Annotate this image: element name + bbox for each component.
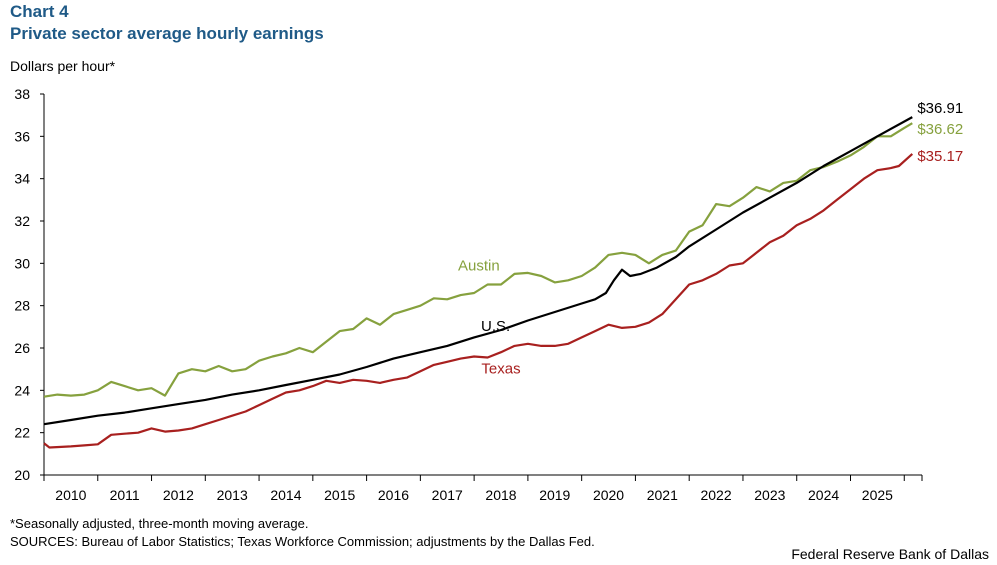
x-tick-label: 2017	[432, 487, 463, 503]
chart-title: Private sector average hourly earnings	[10, 24, 324, 43]
brand-credit: Federal Reserve Bank of Dallas	[791, 546, 989, 562]
y-tick-label: 24	[14, 382, 30, 398]
y-tick-label: 38	[14, 86, 30, 102]
x-tick-label: 2025	[862, 487, 893, 503]
y-tick-label: 34	[14, 171, 30, 187]
x-tick-label: 2023	[754, 487, 785, 503]
y-tick-label: 26	[14, 340, 30, 356]
x-tick-label: 2014	[270, 487, 301, 503]
sources-note: SOURCES: Bureau of Labor Statistics; Tex…	[10, 534, 595, 549]
x-tick-label: 2010	[55, 487, 86, 503]
x-tick-label: 2020	[593, 487, 624, 503]
end-value-label-austin: $36.62	[917, 121, 963, 138]
end-value-label-texas: $35.17	[917, 148, 963, 165]
series-line-austin	[43, 122, 913, 398]
y-tick-label: 32	[14, 213, 30, 229]
x-tick-label: 2018	[485, 487, 516, 503]
series-label-us: U.S.	[481, 318, 510, 335]
x-tick-label: 2013	[217, 487, 248, 503]
x-tick-label: 2024	[808, 487, 839, 503]
y-tick-label: 22	[14, 425, 30, 441]
x-tick-label: 2022	[700, 487, 731, 503]
x-tick-label: 2016	[378, 487, 409, 503]
x-tick-label: 2011	[110, 487, 140, 503]
y-axis-label: Dollars per hour*	[10, 58, 116, 74]
x-tick-label: 2012	[163, 487, 194, 503]
x-tick-label: 2021	[647, 487, 678, 503]
y-tick-label: 36	[14, 128, 30, 144]
x-tick-label: 2019	[539, 487, 570, 503]
y-tick-label: 28	[14, 298, 30, 314]
series-label-texas: Texas	[481, 360, 520, 377]
y-tick-label: 30	[14, 255, 30, 271]
series-line-us	[43, 116, 913, 426]
footnote: *Seasonally adjusted, three-month moving…	[10, 516, 309, 531]
series-label-austin: Austin	[458, 258, 500, 275]
end-value-label-us: $36.91	[917, 100, 963, 117]
y-tick-label: 20	[14, 467, 30, 483]
x-tick-label: 2015	[324, 487, 355, 503]
series-line-texas	[43, 153, 914, 449]
chart-number: Chart 4	[10, 2, 69, 21]
